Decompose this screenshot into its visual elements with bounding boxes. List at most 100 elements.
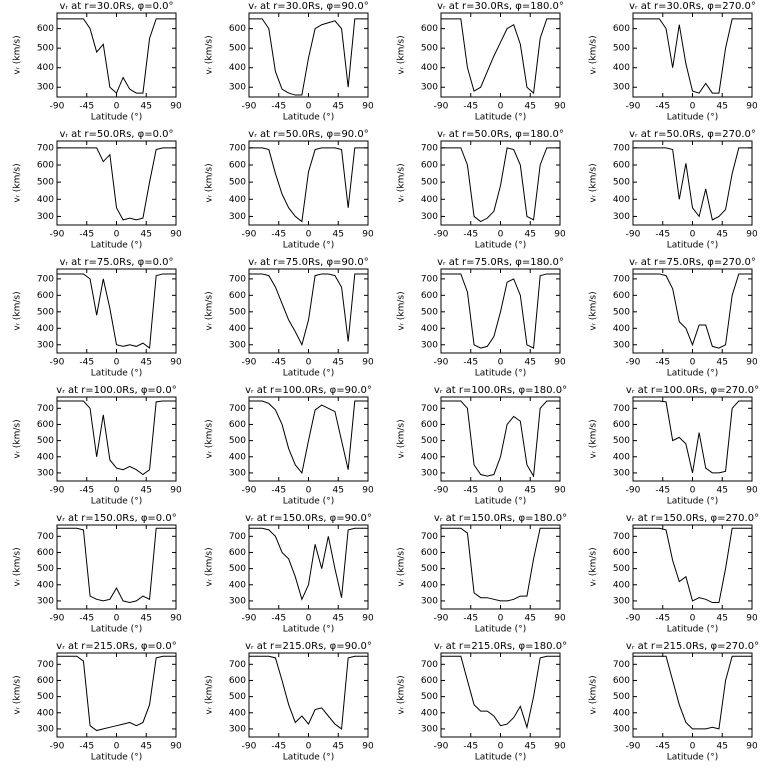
x-tick-label: -45 xyxy=(655,230,670,240)
data-line xyxy=(441,273,560,349)
y-tick-label: 700 xyxy=(421,404,438,414)
x-tick-label: -90 xyxy=(434,742,449,752)
panel-title: vᵣ at r=100.0Rs, φ=180.0° xyxy=(434,385,567,396)
panel: vᵣ at r=30.0Rs, φ=180.0° -90 -45 0 45 90 300 40… xyxy=(397,1,566,123)
panel-title: vᵣ at r=150.0Rs, φ=0.0° xyxy=(56,513,176,524)
x-axis-label: Latitude (°) xyxy=(283,497,334,507)
y-axis-label: vᵣ (km/s) xyxy=(13,163,23,202)
y-axis-label: vᵣ (km/s) xyxy=(589,35,599,74)
y-axis-label: vᵣ (km/s) xyxy=(205,547,215,586)
panel-title: vᵣ at r=215.0Rs, φ=0.0° xyxy=(56,641,176,652)
panel-title: vᵣ at r=215.0Rs, φ=270.0° xyxy=(626,641,759,652)
x-axis-label: Latitude (°) xyxy=(283,625,334,635)
y-tick-label: 400 xyxy=(421,63,438,73)
x-tick-label: 90 xyxy=(746,230,758,240)
y-tick-label: 300 xyxy=(613,724,630,734)
x-tick-label: 90 xyxy=(554,102,566,112)
data-line xyxy=(633,273,752,349)
panel: vᵣ at r=100.0Rs, φ=90.0° -90 -45 0 45 90 300 40… xyxy=(205,385,374,507)
y-tick-label: 700 xyxy=(421,532,438,542)
panel-title: vᵣ at r=75.0Rs, φ=180.0° xyxy=(437,257,564,268)
y-tick-label: 600 xyxy=(613,291,630,301)
data-line xyxy=(57,527,176,604)
y-tick-label: 500 xyxy=(613,436,630,446)
x-tick-label: -90 xyxy=(242,358,257,368)
y-tick-label: 500 xyxy=(421,307,438,317)
y-tick-label: 600 xyxy=(421,420,438,430)
y-tick-label: 500 xyxy=(421,692,438,702)
x-tick-label: -90 xyxy=(50,230,65,240)
x-tick-label: 45 xyxy=(141,102,152,112)
x-axis-label: Latitude (°) xyxy=(91,113,142,123)
panel: vᵣ at r=75.0Rs, φ=180.0° -90 -45 0 45 90 300 40… xyxy=(397,257,566,379)
y-tick-label: 400 xyxy=(37,195,54,205)
x-axis-label: Latitude (°) xyxy=(91,497,142,507)
y-tick-label: 600 xyxy=(421,291,438,301)
y-axis-label: vᵣ (km/s) xyxy=(589,291,599,330)
y-tick-label: 300 xyxy=(37,340,54,350)
x-tick-label: -90 xyxy=(50,102,65,112)
x-tick-label: 0 xyxy=(306,230,312,240)
x-axis-label: Latitude (°) xyxy=(283,241,334,251)
y-tick-label: 700 xyxy=(421,274,438,284)
plot-frame xyxy=(632,140,753,226)
y-axis-label: vᵣ (km/s) xyxy=(589,547,599,586)
y-tick-label: 400 xyxy=(37,452,54,462)
y-tick-label: 500 xyxy=(229,44,246,54)
y-axis-label: vᵣ (km/s) xyxy=(13,35,23,74)
y-tick-label: 300 xyxy=(229,212,246,222)
y-tick-label: 400 xyxy=(613,580,630,590)
x-tick-label: 45 xyxy=(525,102,536,112)
data-line xyxy=(633,655,752,730)
y-axis-label: vᵣ (km/s) xyxy=(205,291,215,330)
x-tick-label: 0 xyxy=(690,486,696,496)
plot-frame xyxy=(56,652,177,738)
y-tick-label: 600 xyxy=(421,548,438,558)
x-tick-label: 0 xyxy=(690,742,696,752)
panel-title: vᵣ at r=100.0Rs, φ=0.0° xyxy=(56,385,176,396)
x-axis-label: Latitude (°) xyxy=(475,113,526,123)
y-tick-label: 500 xyxy=(37,307,54,317)
y-tick-label: 600 xyxy=(37,161,54,171)
panel-title: vᵣ at r=50.0Rs, φ=270.0° xyxy=(629,129,756,140)
panel: vᵣ at r=75.0Rs, φ=0.0° -90 -45 0 45 90 300 400 5… xyxy=(13,257,182,379)
plot-frame xyxy=(56,524,177,610)
x-tick-label: 45 xyxy=(141,230,152,240)
x-tick-label: 0 xyxy=(306,614,312,624)
y-tick-label: 400 xyxy=(229,580,246,590)
y-tick-label: 400 xyxy=(37,324,54,334)
x-tick-label: -45 xyxy=(271,614,286,624)
data-line xyxy=(441,147,560,223)
x-axis-label: Latitude (°) xyxy=(91,625,142,635)
plot-frame xyxy=(248,268,369,354)
panel-title: vᵣ at r=215.0Rs, φ=180.0° xyxy=(434,641,567,652)
x-tick-label: -90 xyxy=(50,486,65,496)
x-tick-label: -90 xyxy=(434,102,449,112)
x-tick-label: -45 xyxy=(79,102,94,112)
y-tick-label: 500 xyxy=(229,307,246,317)
data-line xyxy=(249,527,368,601)
x-tick-label: -90 xyxy=(626,486,641,496)
y-tick-label: 300 xyxy=(229,340,246,350)
y-tick-label: 400 xyxy=(613,708,630,718)
x-tick-label: 0 xyxy=(498,742,504,752)
y-tick-label: 500 xyxy=(613,307,630,317)
y-tick-label: 600 xyxy=(421,161,438,171)
panel-title: vᵣ at r=150.0Rs, φ=90.0° xyxy=(245,513,372,524)
x-tick-label: 90 xyxy=(554,742,566,752)
x-tick-label: 0 xyxy=(498,486,504,496)
y-axis-label: vᵣ (km/s) xyxy=(589,163,599,202)
x-tick-label: 90 xyxy=(554,230,566,240)
x-tick-label: 90 xyxy=(554,614,566,624)
x-tick-label: 90 xyxy=(362,358,374,368)
x-tick-label: -90 xyxy=(626,614,641,624)
y-tick-label: 400 xyxy=(229,195,246,205)
x-tick-label: 45 xyxy=(525,230,536,240)
data-line xyxy=(633,400,752,474)
x-tick-label: 90 xyxy=(362,614,374,624)
x-tick-label: -45 xyxy=(655,742,670,752)
x-axis-label: Latitude (°) xyxy=(667,625,718,635)
x-tick-label: -90 xyxy=(626,230,641,240)
x-tick-label: -90 xyxy=(626,742,641,752)
